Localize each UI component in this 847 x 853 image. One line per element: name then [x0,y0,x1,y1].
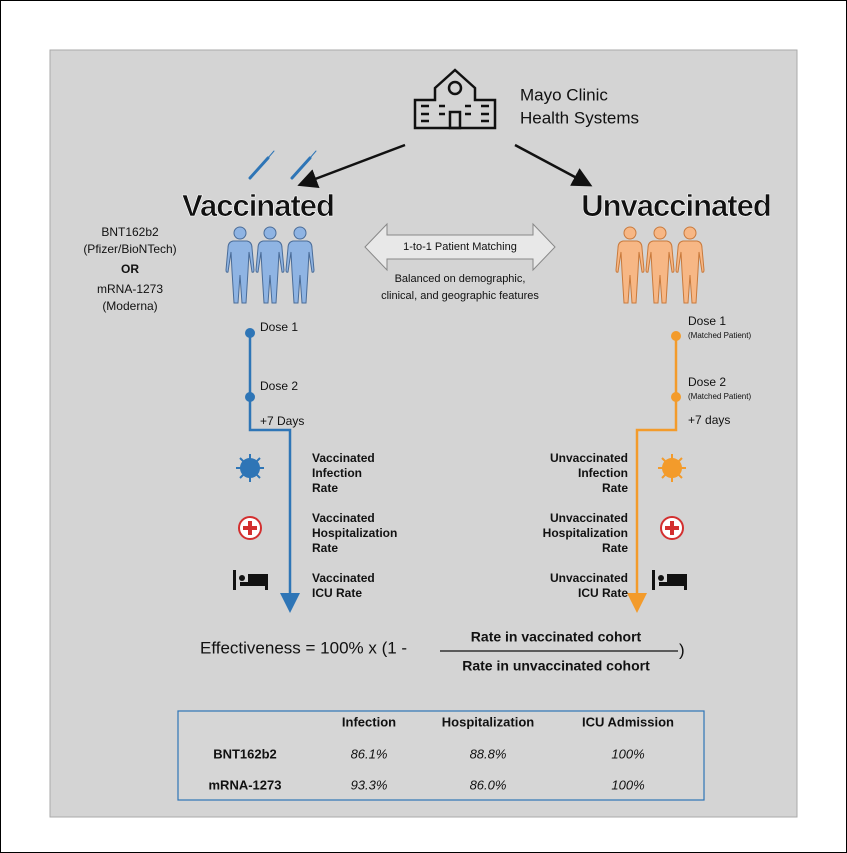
cell-value: 100% [611,746,644,761]
row-label: mRNA-1273 [209,777,282,792]
cell-value: 100% [611,777,644,792]
matching-arrow [364,222,556,272]
outcome-label: Rate [312,541,338,555]
matching-label: 1-to-1 Patient Matching [403,241,517,253]
timeline-label: +7 days [688,413,730,427]
cell-value: 88.8% [470,746,507,761]
matching-note: clinical, and geographic features [381,290,539,302]
outcome-label: Rate [602,481,628,495]
formula-numerator: Rate in vaccinated cohort [471,629,642,645]
column-header: ICU Admission [582,714,674,729]
dose-dot [245,328,255,338]
cell-value: 86.0% [470,777,507,792]
arrow [514,143,593,187]
results-table [177,710,705,801]
timeline-note: (Matched Patient) [688,392,751,401]
timeline-label: Dose 2 [260,379,298,393]
formula-text: ) [679,640,685,659]
vaccine-label: (Pfizer/BioNTech) [83,242,176,256]
syringe-icons [248,150,317,180]
outcome-label: Unvaccinated [550,511,628,525]
outcome-label: Unvaccinated [550,451,628,465]
organization-name: Mayo Clinic [520,85,608,104]
dose-dot [671,392,681,402]
outcome-label: ICU Rate [578,586,628,600]
column-header: Hospitalization [442,714,535,729]
timeline-label: Dose 1 [688,314,726,328]
formula-text: Effectiveness = 100% x (1 - [200,638,407,657]
cell-value: 86.1% [351,746,388,761]
unvaccinated-timeline [627,336,678,613]
cell-value: 93.3% [351,777,388,792]
dose-dot [671,331,681,341]
column-header: Infection [342,714,396,729]
outcome-label: Hospitalization [543,526,628,540]
timeline-label: Dose 2 [688,375,726,389]
timeline-label: +7 Days [260,414,304,428]
vaccine-label: OR [121,262,139,276]
hospital-icon [413,68,497,130]
formula-denominator: Rate in unvaccinated cohort [462,658,650,674]
vaccine-label: mRNA-1273 [97,282,163,296]
virus-icon [658,454,686,482]
arrow [297,143,406,189]
outcome-label: ICU Rate [312,586,362,600]
group-title: Vaccinated [182,188,334,223]
outcome-label: Infection [578,466,628,480]
vaccinated-timeline [248,333,300,613]
outcome-label: Rate [602,541,628,555]
vaccine-label: BNT162b2 [101,225,159,239]
panel [49,49,798,818]
timeline-note: (Matched Patient) [688,331,751,340]
outcome-label: Vaccinated [312,571,375,585]
outcome-label: Vaccinated [312,451,375,465]
vaccine-label: (Moderna) [102,299,157,313]
outcome-label: Unvaccinated [550,571,628,585]
matching-note: Balanced on demographic, [395,273,526,285]
outcome-label: Vaccinated [312,511,375,525]
virus-icon [236,454,264,482]
bed-icon [233,570,687,590]
group-title: Unvaccinated [581,188,771,223]
outcome-label: Rate [312,481,338,495]
outcome-label: Infection [312,466,362,480]
row-label: BNT162b2 [213,746,277,761]
timeline-label: Dose 1 [260,320,298,334]
dose-dot [245,392,255,402]
hospital-cross-icon [238,516,684,540]
outcome-label: Hospitalization [312,526,397,540]
organization-name: Health Systems [520,108,639,127]
